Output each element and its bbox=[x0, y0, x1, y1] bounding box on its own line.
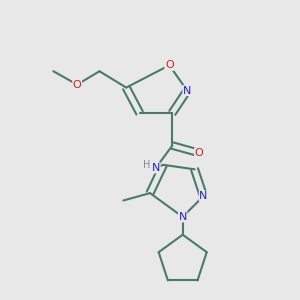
Text: N: N bbox=[178, 212, 187, 222]
Text: O: O bbox=[195, 148, 203, 158]
Text: N: N bbox=[152, 163, 160, 173]
Text: N: N bbox=[183, 85, 191, 96]
Text: N: N bbox=[199, 191, 208, 201]
Text: O: O bbox=[165, 60, 174, 70]
Text: O: O bbox=[73, 80, 82, 90]
Text: H: H bbox=[143, 160, 151, 170]
